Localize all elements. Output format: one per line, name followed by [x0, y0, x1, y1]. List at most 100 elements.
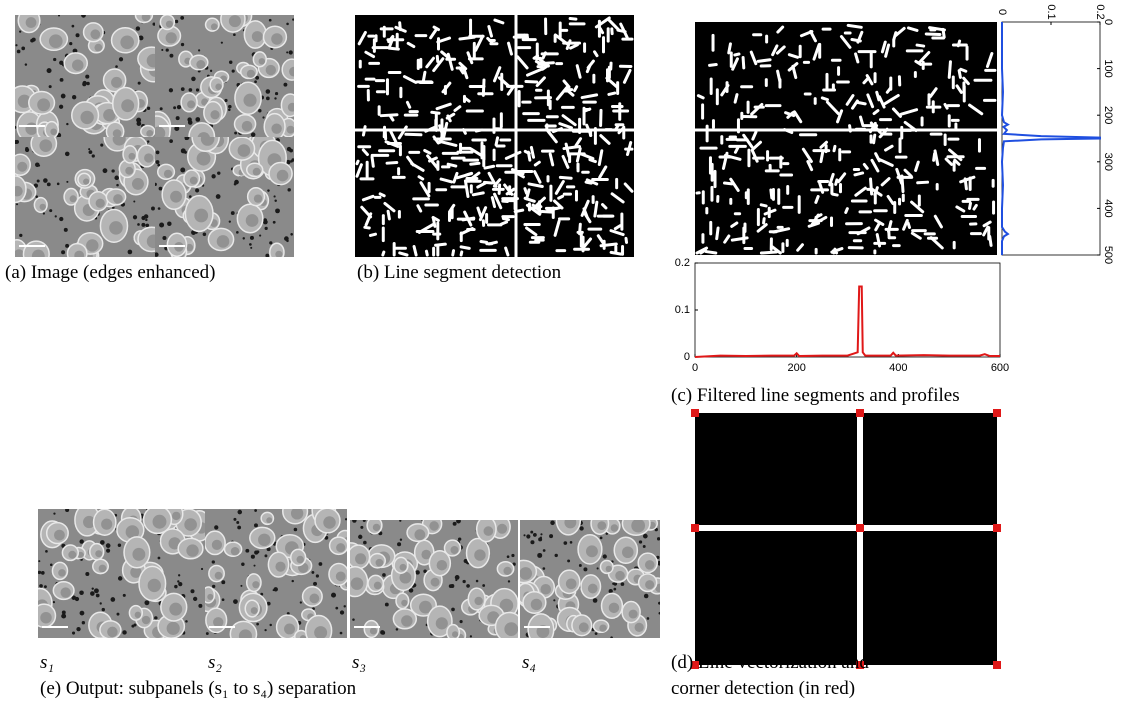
corner [691, 409, 699, 417]
segment [956, 39, 962, 48]
segment [363, 225, 371, 230]
cell-shade [474, 549, 486, 561]
pore [268, 18, 272, 22]
pore [188, 195, 192, 198]
segment [446, 162, 458, 168]
cell-shade [399, 571, 412, 584]
pore [542, 567, 546, 570]
segment [801, 147, 813, 163]
pore [191, 76, 196, 82]
segment [731, 57, 739, 71]
pore [111, 169, 115, 173]
cell-shade [435, 617, 448, 630]
pore [236, 231, 239, 234]
pore [553, 599, 556, 602]
pore [202, 232, 207, 237]
cell-shade [275, 561, 286, 572]
cell-shade [296, 555, 304, 564]
pore [205, 632, 209, 635]
segment [478, 206, 488, 222]
pore [228, 104, 232, 109]
pore [456, 520, 461, 524]
cell-shade [243, 93, 257, 107]
pore [191, 230, 196, 235]
segment [968, 201, 972, 210]
cell-shade [631, 520, 646, 533]
pore [523, 534, 526, 537]
cell-shade [237, 144, 251, 157]
pore [290, 233, 293, 236]
pore [159, 107, 163, 111]
cell-shade [504, 622, 518, 637]
segment [523, 196, 536, 203]
segment [708, 63, 718, 67]
pore [265, 96, 270, 101]
pore [228, 108, 231, 112]
plot-frame [694, 262, 1001, 358]
pore [46, 182, 51, 187]
pore [185, 620, 188, 623]
pore [260, 592, 264, 596]
pore [264, 554, 268, 558]
cell-shade [94, 43, 103, 52]
segment [565, 88, 575, 97]
cell-shade [155, 126, 166, 137]
cell-shade [25, 122, 38, 135]
cell-shade [147, 578, 161, 593]
profile-line [694, 285, 1000, 358]
pore [284, 236, 289, 241]
segment [580, 93, 599, 100]
pore [569, 541, 573, 544]
cell-shade [50, 128, 57, 136]
segment [855, 100, 867, 106]
pore [178, 574, 181, 577]
pore [53, 57, 57, 62]
pore [15, 139, 20, 144]
segment [844, 207, 849, 214]
pore [114, 175, 119, 181]
cell-shade [314, 626, 328, 638]
segment [775, 45, 786, 55]
segment [957, 69, 962, 79]
segment [953, 158, 961, 166]
cell-shade [452, 631, 459, 638]
pore [291, 579, 294, 583]
pore [63, 227, 68, 232]
pore [65, 243, 70, 248]
scale-bar [354, 626, 380, 628]
cell-shade [131, 177, 144, 190]
pore [38, 570, 42, 575]
images [15, 13, 999, 638]
cell-shade [83, 515, 96, 529]
pore [178, 582, 183, 587]
segment [704, 250, 718, 255]
pore [511, 553, 515, 558]
segment [360, 205, 373, 219]
segment [806, 160, 814, 172]
pore [380, 630, 385, 635]
tick-label: 300 [1102, 153, 1114, 171]
caption: (e) Output: subpanels (s₁ to s₄) separat… [40, 678, 357, 699]
cell-shade [197, 132, 210, 137]
pore [254, 509, 258, 512]
profile-line [1000, 22, 1101, 255]
cell-shade [241, 120, 253, 132]
segment [562, 144, 582, 151]
pore [262, 116, 265, 119]
segment [492, 66, 502, 83]
pore [240, 584, 243, 587]
segment [807, 221, 821, 228]
pore [157, 556, 161, 560]
pore [311, 571, 315, 574]
pore [224, 98, 228, 103]
sem-image [15, 15, 155, 137]
pore [274, 91, 279, 96]
pore [40, 571, 45, 575]
segment [385, 160, 399, 165]
pore [399, 520, 402, 522]
corner [691, 524, 699, 532]
pore [339, 631, 343, 635]
sem-image [38, 509, 205, 638]
cell-shade [95, 198, 105, 208]
pore [168, 88, 174, 93]
